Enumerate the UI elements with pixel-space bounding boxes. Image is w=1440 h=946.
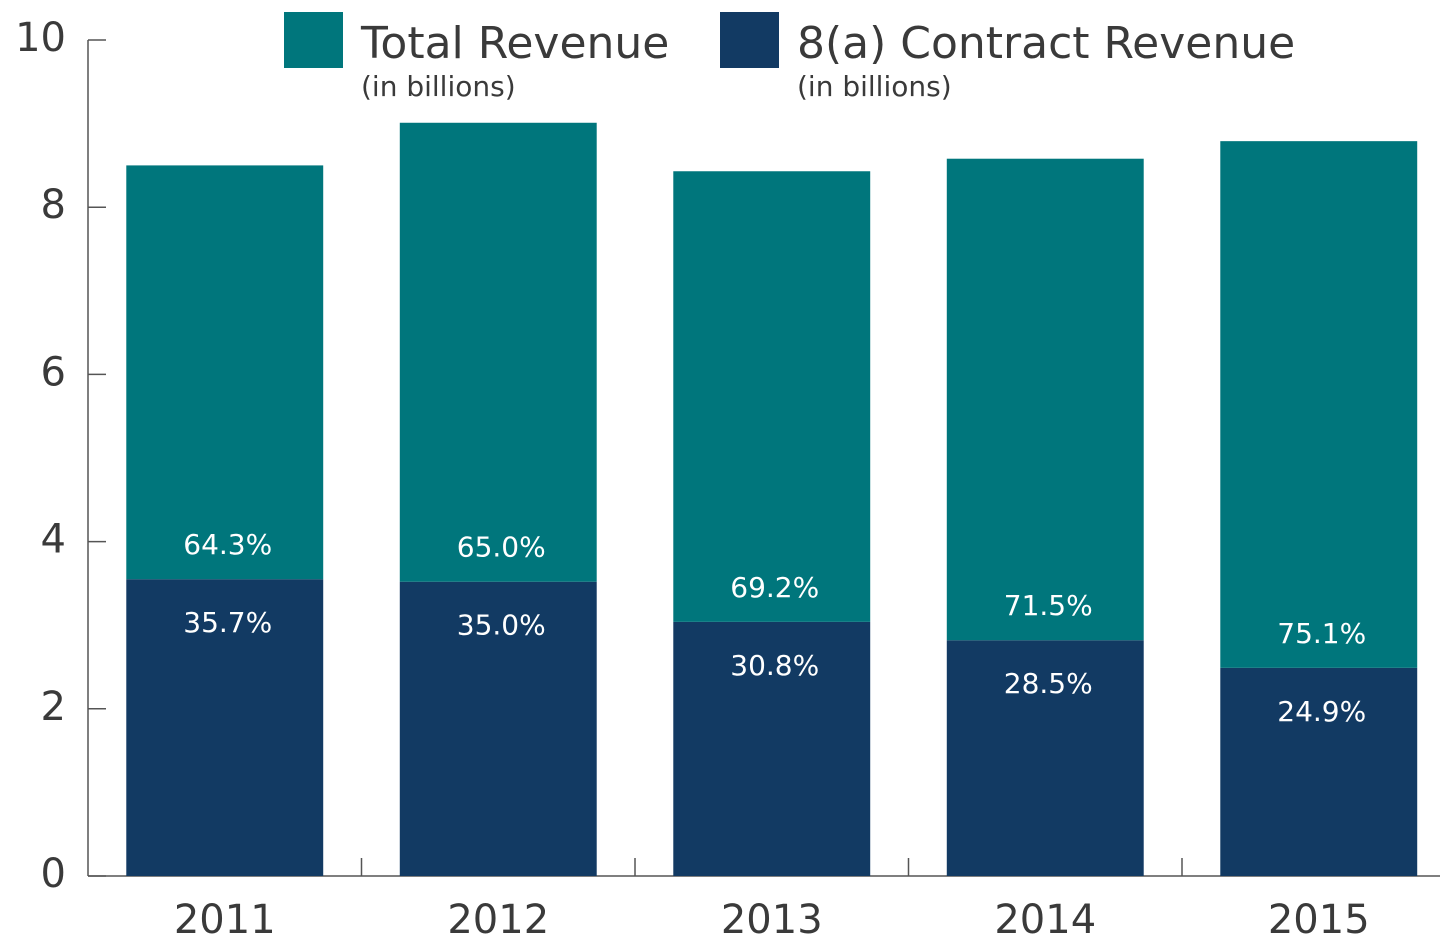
y-tick-label: 0 [41,851,66,897]
y-tick-label: 2 [41,684,66,730]
legend-note: (in billions) [797,70,952,103]
legend-note: (in billions) [361,70,516,103]
segment-label: 69.2% [730,571,819,604]
segment-label: 35.7% [183,606,272,639]
legend-label: Total Revenue [360,18,669,69]
x-tick-label: 2011 [174,897,276,943]
segment-label: 30.8% [730,649,819,682]
legend-label: 8(a) Contract Revenue [797,18,1295,69]
x-tick-label: 2015 [1268,897,1370,943]
y-tick-label: 4 [41,517,66,563]
segment-label: 71.5% [1004,589,1093,622]
segment-label: 75.1% [1277,617,1366,650]
x-tick-label: 2013 [721,897,823,943]
bar-segment [946,640,1144,876]
legend-swatch [720,12,779,68]
bar-segment [1220,667,1418,876]
y-tick-label: 10 [15,15,66,61]
bar-segment [126,165,324,580]
legend-swatch [284,12,343,68]
bar-segment [399,122,597,582]
bar-segment [673,171,871,622]
bar-segment [126,579,324,876]
segment-label: 64.3% [183,528,272,561]
segment-label: 65.0% [457,531,546,564]
bar-segment [673,621,871,876]
segment-label: 35.0% [457,609,546,642]
x-tick-label: 2012 [447,897,549,943]
segment-label: 24.9% [1277,695,1366,728]
bar-segment [1220,141,1418,668]
y-tick-label: 6 [41,349,66,395]
bar-segment [399,581,597,876]
x-tick-label: 2014 [994,897,1096,943]
y-tick-label: 8 [41,182,66,228]
segment-label: 28.5% [1004,667,1093,700]
bar-segment [946,158,1144,641]
